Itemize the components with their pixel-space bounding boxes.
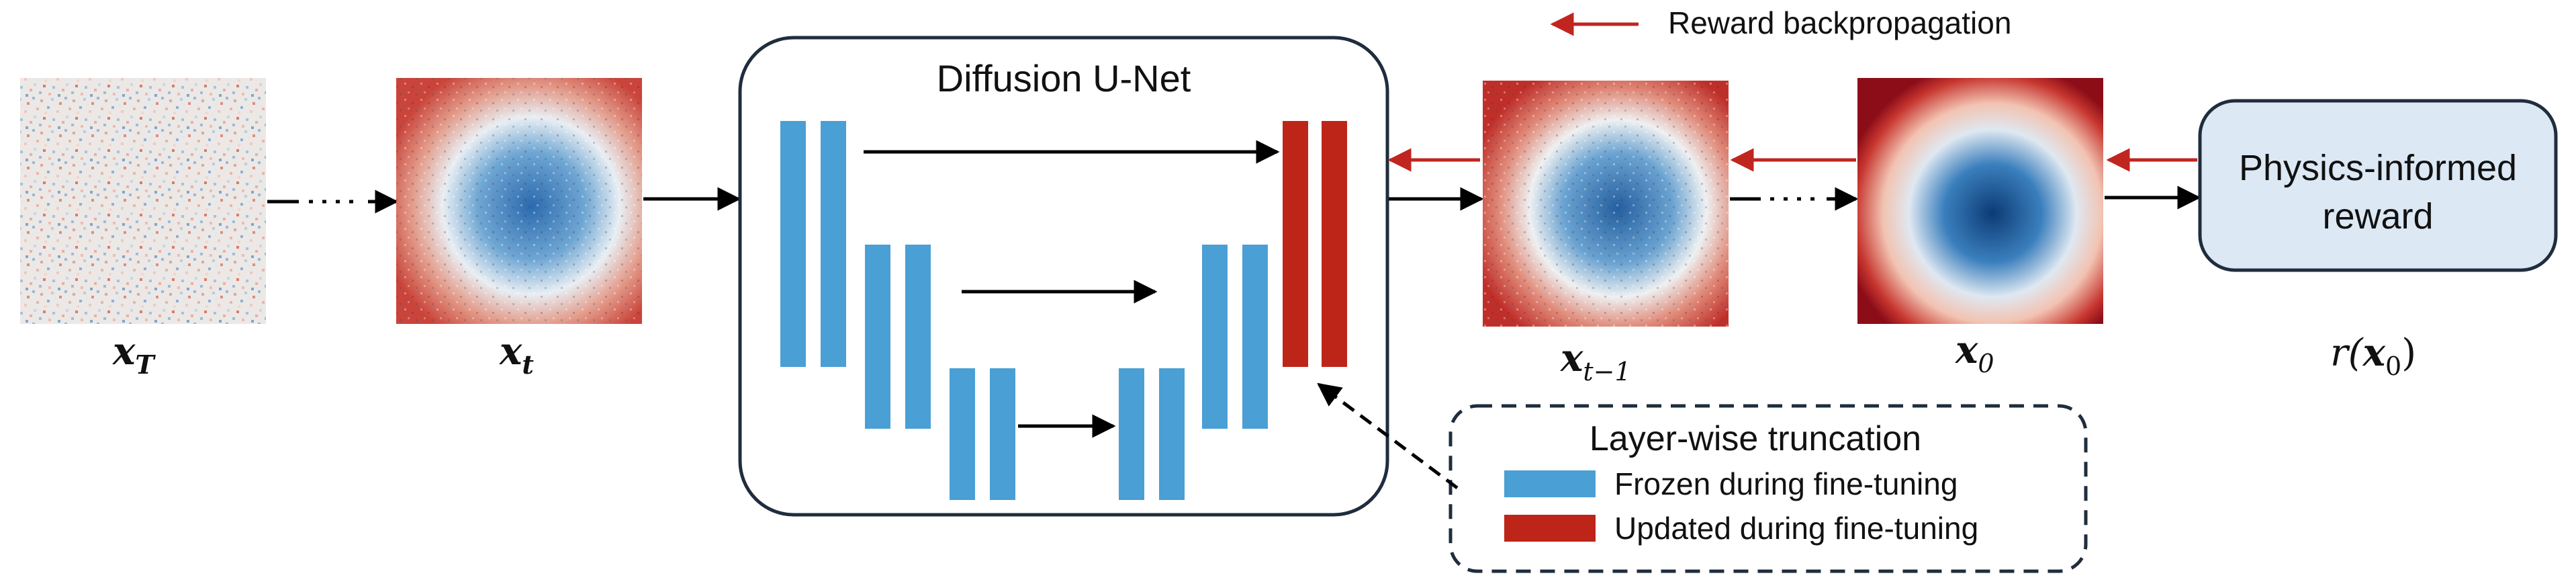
frozen-label: Frozen during fine-tuning xyxy=(1614,466,1958,501)
encoder-block-1a xyxy=(780,121,806,367)
backprop-legend: Reward backpropagation xyxy=(1550,5,2011,40)
frozen-swatch xyxy=(1504,470,1596,497)
decoder-block-3b xyxy=(1159,368,1185,500)
encoder-block-2b xyxy=(905,245,931,429)
reward-box-line2: reward xyxy=(2322,196,2433,237)
encoder-block-2a xyxy=(865,245,890,429)
decoder-block-3a xyxy=(1119,368,1144,500)
image-x-0 xyxy=(1857,78,2103,324)
reward-function-label: r(x0) xyxy=(2330,331,2416,381)
label-x-T: xT xyxy=(112,329,156,380)
label-x-0: x0 xyxy=(1955,328,1994,378)
physics-reward-box: Physics-informed reward xyxy=(2198,99,2558,272)
decoder-block-2b xyxy=(1242,245,1268,429)
label-x-t: xt xyxy=(499,329,534,380)
label-x-t-minus-1: xt−1 xyxy=(1560,336,1631,386)
decoder-block-1a-updated xyxy=(1283,121,1308,367)
decoder-block-2a xyxy=(1202,245,1228,429)
truncation-title: Layer-wise truncation xyxy=(1590,419,1921,458)
updated-swatch xyxy=(1504,515,1596,542)
image-x-T xyxy=(20,78,266,324)
unet-box: Diffusion U-Net xyxy=(738,36,1389,517)
encoder-block-3b xyxy=(990,368,1015,500)
encoder-block-3a xyxy=(950,368,975,500)
encoder-block-1b xyxy=(821,121,846,367)
image-x-t xyxy=(396,78,642,324)
truncation-pointer-arrow xyxy=(1317,382,1459,490)
updated-label: Updated during fine-tuning xyxy=(1614,511,1978,546)
backprop-legend-label: Reward backpropagation xyxy=(1668,5,2011,40)
reward-box-line1: Physics-informed xyxy=(2239,148,2517,188)
truncation-legend: Layer-wise truncation Frozen during fine… xyxy=(1448,404,2088,573)
unet-title: Diffusion U-Net xyxy=(937,57,1191,99)
decoder-block-1b-updated xyxy=(1322,121,1347,367)
image-x-t-minus-1 xyxy=(1483,81,1729,327)
